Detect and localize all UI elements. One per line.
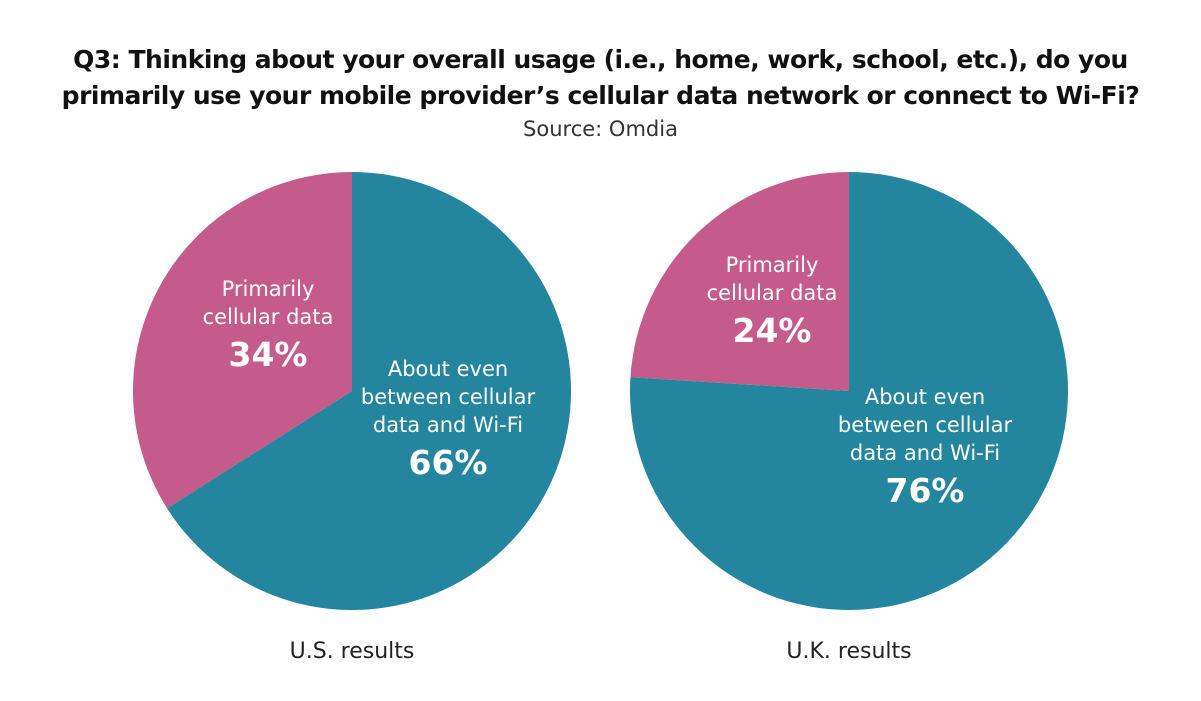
slice-value-label: 66% xyxy=(409,443,488,482)
chart-title: Q3: Thinking about your overall usage (i… xyxy=(61,45,1140,110)
pie-slice-about-even xyxy=(167,172,572,610)
slice-label: Primarily xyxy=(726,253,819,277)
slice-label: cellular data xyxy=(203,305,334,329)
chart-header: Q3: Thinking about your overall usage (i… xyxy=(0,42,1201,144)
pie-slice-about-even xyxy=(630,172,1068,610)
slice-label: cellular data xyxy=(707,281,838,305)
pie-chart-2: Primarily cellular data 24% About even betwe… xyxy=(630,172,1068,664)
slice-label: between cellular xyxy=(838,413,1013,437)
pie-slice-cellular xyxy=(630,172,849,391)
pie-chart-1: Primarily cellular data 34% About even betwe… xyxy=(133,172,572,664)
slice-value-label: 34% xyxy=(229,335,308,374)
pie-caption: U.S. results xyxy=(290,639,415,664)
slice-value-label: 76% xyxy=(886,471,965,510)
slice-label: About even xyxy=(865,385,985,409)
slice-label: data and Wi-Fi xyxy=(850,441,1000,465)
chart-subtitle: Source: Omdia xyxy=(523,117,678,141)
pie-caption: U.K. results xyxy=(786,639,911,664)
slice-label: Primarily xyxy=(222,277,315,301)
pie-slice-cellular xyxy=(133,172,352,509)
slice-label: between cellular xyxy=(361,385,536,409)
slice-label: About even xyxy=(388,357,508,381)
slice-label: data and Wi-Fi xyxy=(373,413,523,437)
slice-value-label: 24% xyxy=(733,311,812,350)
